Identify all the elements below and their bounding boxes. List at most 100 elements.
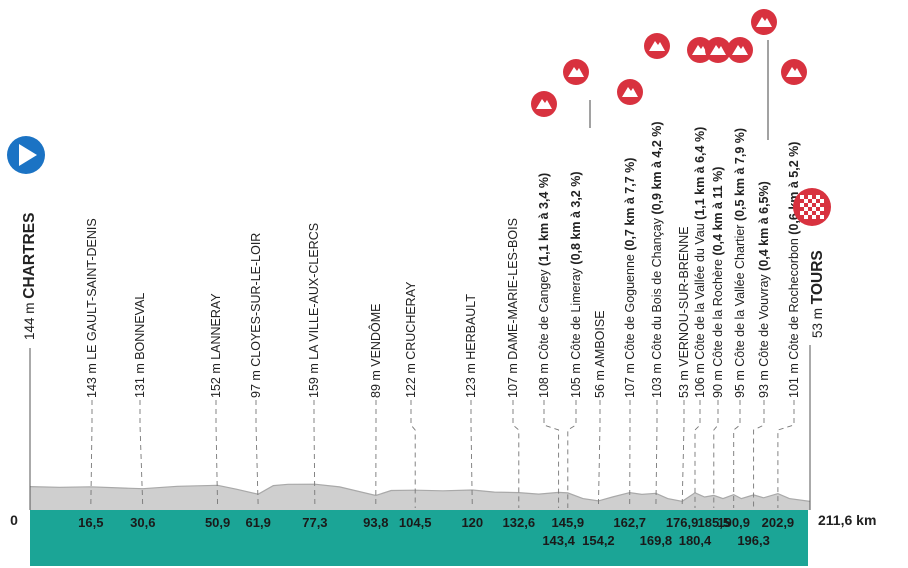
elevation-profile <box>29 483 811 510</box>
finish-label: 53 m TOURS <box>809 250 826 338</box>
point-name: 143 m LE GAULT-SAINT-DENIS <box>85 218 99 398</box>
point-name: 89 m VENDÔME <box>368 304 383 398</box>
point-name: 122 m CRUCHERAY <box>404 281 418 398</box>
climb-stats: (0,6 km à 5,2 %) <box>787 142 801 239</box>
finish-name: TOURS <box>809 250 826 304</box>
climb-stats: (1,1 km à 3,4 %) <box>537 173 551 270</box>
point-label: 106 m Côte de la Vallée du Vau (1,1 km à… <box>693 127 707 398</box>
finish-altitude: 53 m <box>810 308 825 338</box>
checkered-flag-icon <box>800 195 824 219</box>
km-label: 180,4 <box>679 533 712 548</box>
km-label: 30,6 <box>130 515 155 530</box>
km-label: 93,8 <box>363 515 388 530</box>
point-name: 152 m LANNERAY <box>209 293 223 398</box>
point-label: 93 m Côte de Vouvray (0,4 km à 6,5%) <box>757 181 771 398</box>
km-label: 176,9 <box>666 515 699 530</box>
point-label: 101 m Côte de Rochecorbon (0,6 km à 5,2 … <box>787 142 801 398</box>
climb-markers <box>531 9 807 140</box>
point-name: 93 m Côte de Vouvray <box>757 274 771 398</box>
mountain-icon <box>563 59 589 85</box>
point-name: 106 m Côte de la Vallée du Vau <box>693 223 707 398</box>
km-label: 190,9 <box>717 515 750 530</box>
guide-line <box>410 400 416 508</box>
mountain-icon <box>644 33 670 59</box>
point-label: 107 m DAME-MARIE-LES-BOIS <box>506 218 520 398</box>
point-label: 89 m VENDÔME <box>368 304 383 398</box>
guide-line <box>567 400 577 508</box>
distance-labels: 16,5 30,6 50,9 61,9 77,3 93,8 104,5 120 132,6 143… <box>78 515 794 548</box>
point-label: 103 m Côte du Bois de Chançay (0,9 km à … <box>650 121 664 398</box>
mountain-icon <box>617 79 643 105</box>
mountain-icon <box>705 37 731 63</box>
mountain-icon <box>727 37 753 63</box>
finish-marker <box>793 188 831 226</box>
guide-line <box>512 400 520 508</box>
mountain-icon <box>781 59 807 85</box>
profile-area <box>30 484 810 510</box>
climb-stats: (0,7 km à 7,7 %) <box>623 158 637 255</box>
km-label: 120 <box>461 515 483 530</box>
point-label: 56 m AMBOISE <box>593 310 607 398</box>
point-name: 123 m HERBAULT <box>464 294 478 398</box>
point-name: 56 m AMBOISE <box>593 310 607 398</box>
play-arrow-icon <box>19 144 37 166</box>
start-name: CHARTRES <box>21 213 38 299</box>
point-label: 131 m BONNEVAL <box>133 293 147 398</box>
point-name: 105 m Côte de Limeray <box>569 267 583 398</box>
point-label: 122 m CRUCHERAY <box>404 281 418 398</box>
mountain-icon <box>531 91 557 117</box>
km-label: 169,8 <box>640 533 673 548</box>
point-name: 131 m BONNEVAL <box>133 293 147 398</box>
km-label: 104,5 <box>399 515 432 530</box>
km-label: 162,7 <box>613 515 646 530</box>
point-name: 97 m CLOYES-SUR-LE-LOIR <box>249 233 263 398</box>
km-label: 77,3 <box>302 515 327 530</box>
climb-stats: (0,9 km à 4,2 %) <box>650 121 664 218</box>
point-label: 97 m CLOYES-SUR-LE-LOIR <box>249 233 263 398</box>
guide-line <box>597 400 601 509</box>
guide-line <box>255 400 259 509</box>
guide-line <box>713 400 719 508</box>
point-label: 143 m LE GAULT-SAINT-DENIS <box>85 218 99 398</box>
mountain-icon <box>751 9 777 35</box>
point-name: 107 m DAME-MARIE-LES-BOIS <box>506 218 520 398</box>
km-label: 16,5 <box>78 515 103 530</box>
point-label: 105 m Côte de Limeray (0,8 km à 3,2 %) <box>569 171 583 398</box>
point-name: 95 m Côte de la Vallée Chartier <box>733 225 747 398</box>
point-name: 101 m Côte de Rochecorbon <box>787 238 801 398</box>
start-km: 0 <box>10 512 18 528</box>
guide-line <box>681 400 685 509</box>
guide-line <box>655 400 658 509</box>
climb-stats: (1,1 km à 6,4 %) <box>693 127 707 224</box>
point-label: 107 m Côte de Goguenne (0,7 km à 7,7 %) <box>623 158 637 398</box>
guide-lines <box>90 400 795 509</box>
point-label: 90 m Côte de la Rochère (0,4 km à 11 %) <box>711 167 725 398</box>
guide-line <box>753 400 765 508</box>
point-label: 123 m HERBAULT <box>464 294 478 398</box>
km-label: 143,4 <box>542 533 575 548</box>
point-name: 159 m LA VILLE-AUX-CLERCS <box>307 223 321 398</box>
climb-stats: (0,4 km à 6,5%) <box>757 181 771 274</box>
km-label: 132,6 <box>503 515 536 530</box>
distance-ribbon <box>30 510 808 566</box>
point-name: 107 m Côte de Goguenne <box>623 254 637 398</box>
point-label: 159 m LA VILLE-AUX-CLERCS <box>307 223 321 398</box>
profile-outline <box>29 483 811 503</box>
km-label: 202,9 <box>762 515 795 530</box>
start-marker <box>7 136 45 174</box>
guide-line <box>543 400 560 508</box>
km-label: 145,9 <box>552 515 585 530</box>
climb-stats: (0,4 km à 11 %) <box>711 167 725 259</box>
point-label: 152 m LANNERAY <box>209 293 223 398</box>
start-label: 144 m CHARTRES <box>21 213 38 340</box>
km-label: 61,9 <box>246 515 271 530</box>
point-name: 53 m VERNOU-SUR-BRENNE <box>677 226 691 398</box>
climb-stats: (0,5 km à 7,9 %) <box>733 128 747 225</box>
point-name: 108 m Côte de Cangey <box>537 269 551 398</box>
climb-stats: (0,8 km à 3,2 %) <box>569 171 583 268</box>
point-label: 95 m Côte de la Vallée Chartier (0,5 km … <box>733 128 747 398</box>
start-altitude: 144 m <box>22 302 37 340</box>
point-labels: 143 m LE GAULT-SAINT-DENIS 131 m BONNEVAL… <box>85 121 801 398</box>
guide-line <box>694 400 701 508</box>
